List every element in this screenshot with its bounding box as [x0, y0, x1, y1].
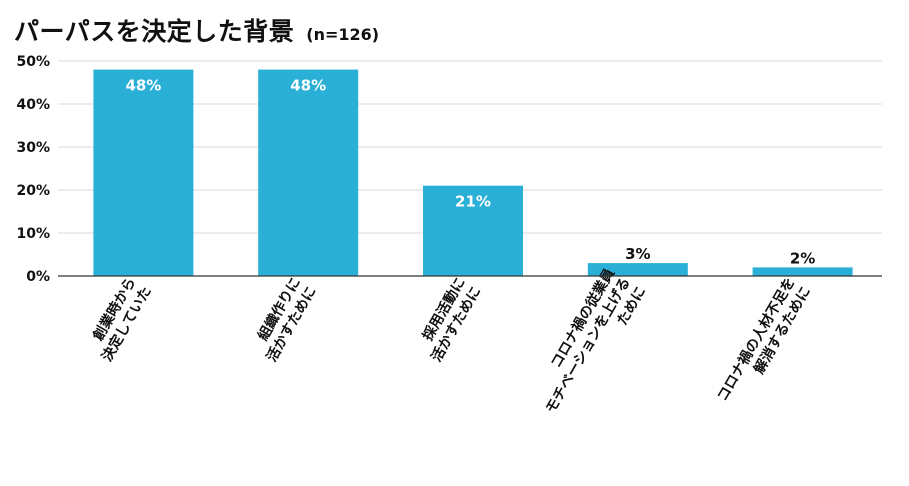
x-tick-label: コロナ禍の人材不足を解消するために: [714, 275, 814, 414]
chart-title: パーパスを決定した背景 (n=126): [14, 12, 379, 48]
data-label: 2%: [790, 249, 815, 267]
y-tick-label: 30%: [16, 140, 50, 156]
data-label: 48%: [290, 77, 326, 95]
x-tick-label: 採用活動に活かすために: [412, 275, 484, 365]
x-tick-label: 組織作りに活かすために: [247, 275, 319, 365]
bar: [93, 69, 194, 276]
bar: [752, 267, 853, 276]
y-tick-label: 10%: [16, 226, 50, 242]
y-tick-label: 40%: [16, 97, 50, 113]
bar: [423, 185, 523, 276]
x-tick-label: 創業時から決定していた: [83, 275, 155, 365]
y-tick-label: 0%: [26, 269, 50, 285]
bar: [587, 263, 688, 276]
y-tick-label: 20%: [16, 183, 50, 199]
data-label: 48%: [125, 77, 161, 95]
sample-size: (n=126): [306, 25, 380, 44]
title-text: パーパスを決定した背景: [14, 17, 295, 46]
y-tick-label: 50%: [16, 54, 50, 70]
x-tick-label: コロナ禍の従業員モチベーションを上げるために: [526, 266, 649, 426]
bar: [258, 69, 359, 276]
data-label: 21%: [455, 193, 491, 211]
data-label: 3%: [625, 245, 650, 263]
